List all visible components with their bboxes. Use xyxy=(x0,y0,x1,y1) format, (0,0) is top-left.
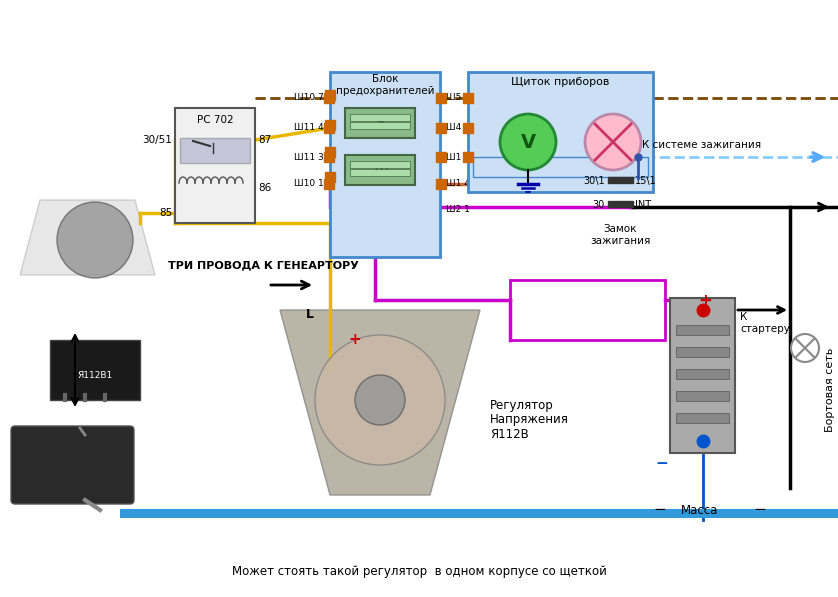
Bar xyxy=(345,155,415,185)
Text: К системе зажигания: К системе зажигания xyxy=(642,140,761,150)
Bar xyxy=(676,413,729,423)
Text: 30\1: 30\1 xyxy=(583,176,605,186)
Bar xyxy=(350,114,410,121)
Bar xyxy=(670,298,735,453)
Bar xyxy=(510,280,665,340)
Text: +: + xyxy=(349,333,361,347)
Circle shape xyxy=(791,334,819,362)
Text: Щиток приборов: Щиток приборов xyxy=(511,77,610,87)
Text: 30/51: 30/51 xyxy=(142,135,172,145)
Bar xyxy=(350,161,410,168)
Bar xyxy=(468,72,653,192)
Bar xyxy=(473,157,648,177)
Text: −: − xyxy=(753,503,767,518)
Text: ТРИ ПРОВОДА К ГЕНЕАРТОРУ: ТРИ ПРОВОДА К ГЕНЕАРТОРУ xyxy=(168,260,359,270)
Text: Блок
предохранителей: Блок предохранителей xyxy=(336,74,434,96)
Text: 15\1: 15\1 xyxy=(635,176,657,186)
Text: Ш2 1: Ш2 1 xyxy=(446,205,470,214)
Circle shape xyxy=(315,335,445,465)
Polygon shape xyxy=(20,200,155,275)
Text: Может стоять такой регулятор  в одном корпусе со щеткой: Может стоять такой регулятор в одном кор… xyxy=(231,565,607,578)
Bar xyxy=(676,325,729,335)
Bar xyxy=(180,138,250,163)
Text: Я112В1: Я112В1 xyxy=(77,371,112,380)
Text: Ш11 4: Ш11 4 xyxy=(294,124,324,133)
Text: 30: 30 xyxy=(592,200,605,210)
Bar xyxy=(350,169,410,176)
Text: РС 702: РС 702 xyxy=(197,115,233,125)
Text: 10: 10 xyxy=(371,164,389,177)
Bar xyxy=(676,369,729,379)
FancyBboxPatch shape xyxy=(11,426,134,504)
Bar xyxy=(608,201,633,207)
Bar xyxy=(50,340,140,400)
Bar xyxy=(350,122,410,129)
Text: Ш10 1: Ш10 1 xyxy=(294,180,324,189)
Text: Ш1 4: Ш1 4 xyxy=(446,180,470,189)
Text: 9: 9 xyxy=(375,116,385,130)
Circle shape xyxy=(57,202,133,278)
Bar xyxy=(676,347,729,357)
Text: +: + xyxy=(699,292,712,310)
Bar xyxy=(676,391,729,401)
Polygon shape xyxy=(280,310,480,495)
Text: Ш4 1: Ш4 1 xyxy=(446,124,470,133)
Text: Ш10 7: Ш10 7 xyxy=(294,94,324,103)
Text: 86: 86 xyxy=(258,183,272,193)
Text: INT: INT xyxy=(635,200,651,210)
Bar xyxy=(608,177,633,183)
Text: Замок
зажигания: Замок зажигания xyxy=(590,224,650,246)
Text: Масса: Масса xyxy=(681,503,719,516)
Bar xyxy=(120,509,838,518)
Text: Ш1 5: Ш1 5 xyxy=(446,152,470,162)
Text: Ш5 3: Ш5 3 xyxy=(446,94,470,103)
Text: 85: 85 xyxy=(158,208,172,218)
Circle shape xyxy=(500,114,556,170)
Text: Ш11 3: Ш11 3 xyxy=(294,152,324,162)
Text: 87: 87 xyxy=(258,135,272,145)
Text: −: − xyxy=(654,503,666,518)
Bar xyxy=(175,108,255,223)
Text: Бортовая сеть: Бортовая сеть xyxy=(825,348,835,432)
Text: К
стартеру: К стартеру xyxy=(740,312,790,334)
Circle shape xyxy=(355,375,405,425)
Bar xyxy=(345,108,415,138)
Text: Регулятор
Напряжения
Я112В: Регулятор Напряжения Я112В xyxy=(490,399,569,442)
Text: V: V xyxy=(520,133,535,152)
Text: L: L xyxy=(306,309,314,322)
Bar xyxy=(330,72,440,257)
Circle shape xyxy=(585,114,641,170)
Text: −: − xyxy=(655,456,669,470)
